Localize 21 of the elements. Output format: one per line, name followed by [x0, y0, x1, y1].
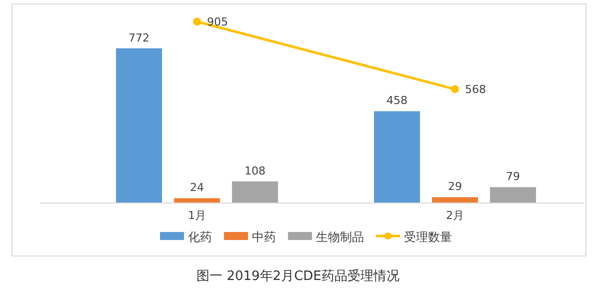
- data-label: 79: [506, 170, 520, 184]
- bar: [174, 198, 220, 203]
- x-tick-label: 2月: [446, 209, 464, 222]
- bar: [232, 181, 278, 203]
- legend-label: 化药: [188, 230, 212, 244]
- data-label: 458: [386, 94, 408, 108]
- data-label: 905: [207, 16, 228, 29]
- text: 图一 2019年2月CDE药品受理情况: [196, 269, 400, 284]
- bar: [490, 187, 536, 203]
- data-label: 772: [128, 31, 150, 44]
- legend-label: 中药: [252, 230, 276, 244]
- x-tick-label: 1月: [188, 209, 206, 222]
- legend-label: 生物制品: [316, 230, 364, 244]
- legend-label: 受理数量: [404, 230, 452, 244]
- data-label: 29: [448, 180, 462, 194]
- bar: [116, 48, 162, 203]
- data-label: 568: [465, 83, 486, 96]
- bar: [432, 197, 478, 203]
- data-label: 24: [190, 181, 204, 194]
- data-label: 108: [244, 164, 266, 178]
- bar: [374, 111, 420, 203]
